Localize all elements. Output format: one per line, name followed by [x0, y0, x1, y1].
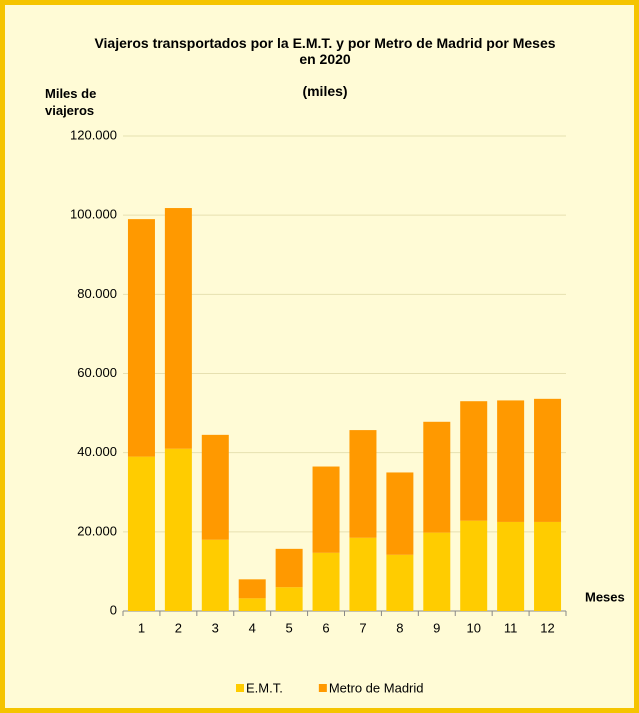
bar-segment	[164, 208, 192, 449]
bar-segment	[201, 539, 229, 611]
x-tick-label: 10	[466, 620, 480, 635]
bar-segment	[534, 521, 562, 611]
bar-segment	[201, 434, 229, 540]
chart-subtitle: (miles)	[302, 83, 348, 99]
bar-segment	[312, 466, 340, 553]
legend-swatch	[236, 684, 244, 692]
y-tick-label: 120.000	[70, 127, 117, 142]
bar-segment	[423, 532, 451, 611]
x-tick-label: 1	[138, 620, 145, 635]
bar-segment	[534, 398, 562, 522]
x-tick-label: 12	[540, 620, 554, 635]
bar-segment	[164, 448, 192, 611]
bar-segment	[275, 587, 303, 611]
x-tick-label: 2	[175, 620, 182, 635]
bar-segment	[460, 520, 488, 611]
legend-swatch	[318, 684, 327, 692]
x-tick-label: 4	[249, 620, 256, 635]
x-tick-label: 8	[396, 620, 403, 635]
bar-segment	[127, 219, 155, 457]
legend-label: Metro de Madrid	[329, 680, 424, 695]
bar-segment	[460, 401, 488, 521]
y-tick-label: 40.000	[77, 444, 117, 459]
x-tick-label: 7	[359, 620, 366, 635]
y-tick-label: 80.000	[77, 286, 117, 301]
bar-segment	[238, 579, 266, 599]
y-axis-label: Miles de viajeros	[45, 86, 97, 118]
x-tick-label: 11	[504, 620, 518, 635]
y-tick-label: 100.000	[70, 207, 117, 222]
x-axis-label: Meses	[585, 589, 625, 604]
x-tick-label: 6	[322, 620, 329, 635]
x-tick-label: 5	[286, 620, 293, 635]
x-tick-label: 9	[433, 620, 440, 635]
bar-segment	[386, 472, 414, 555]
bar-segment	[497, 521, 525, 611]
y-tick-label: 20.000	[77, 523, 117, 538]
x-tick-label: 3	[212, 620, 219, 635]
chart-title: Viajeros transportados por la E.M.T. y p…	[94, 35, 556, 67]
y-tick-label: 60.000	[77, 365, 117, 380]
bar-segment	[127, 456, 155, 611]
bar-segment	[386, 554, 414, 611]
legend-label: E.M.T.	[246, 680, 283, 695]
bar-segment	[275, 548, 303, 588]
bar-segment	[312, 552, 340, 611]
bar-segment	[238, 598, 266, 611]
y-tick-label: 0	[110, 602, 117, 617]
bar-segment	[349, 537, 377, 611]
bar-segment	[423, 421, 451, 533]
bar-segment	[349, 430, 377, 538]
bar-segment	[497, 400, 525, 522]
